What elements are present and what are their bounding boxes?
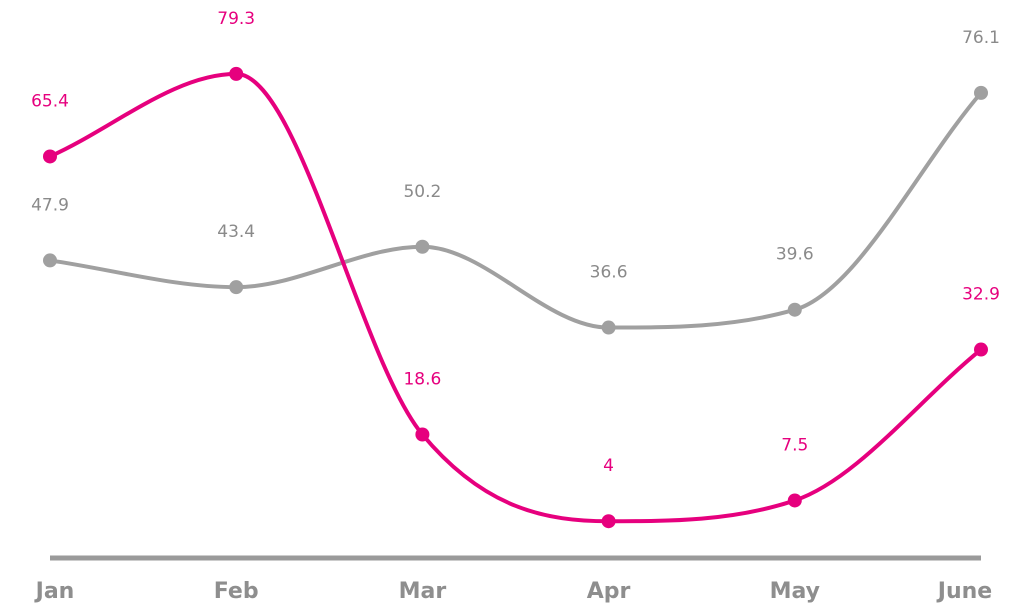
series-1-value-label: 65.4 [31,91,69,111]
series-2-value-label: 36.6 [590,263,628,283]
series-1-point-apr[interactable] [602,514,616,528]
series-2-line [50,93,981,328]
series-1-point-mar[interactable] [415,427,429,441]
series-2-value-label: 39.6 [776,245,814,265]
series-2-point-jan[interactable] [43,253,57,267]
series-2-value-label: 43.4 [217,222,255,242]
series-1-line [50,74,981,521]
series-2-point-mar[interactable] [415,240,429,254]
series-1-point-feb[interactable] [229,67,243,81]
series-2-value-label: 47.9 [31,195,69,215]
series-1-point-may[interactable] [788,493,802,507]
x-tick-feb: Feb [214,579,259,604]
x-tick-jan: Jan [34,579,75,604]
x-tick-may: May [770,579,820,604]
x-tick-layer: Jan Feb Mar Apr May June [34,579,993,604]
series-2-value-label: 50.2 [403,182,441,202]
series-2-point-apr[interactable] [602,321,616,335]
series-1-point-jan[interactable] [43,149,57,163]
x-tick-june: June [936,579,992,604]
series-2-point-june[interactable] [974,86,988,100]
x-tick-apr: Apr [587,579,631,604]
series-layer [43,67,988,528]
x-tick-mar: Mar [399,579,447,604]
series-2-point-feb[interactable] [229,280,243,294]
series-2-value-label: 76.1 [962,28,1000,48]
series-2-point-may[interactable] [788,303,802,317]
series-1-point-june[interactable] [974,343,988,357]
series-1-value-label: 18.6 [403,369,441,389]
data-label-layer: 47.9 43.4 50.2 36.6 39.6 76.1 65.4 79.3 18.6 4 7.5… [31,9,1000,476]
series-1-value-label: 7.5 [781,435,808,455]
series-1-value-label: 4 [603,456,614,476]
series-1-value-label: 32.9 [962,285,1000,305]
series-1-value-label: 79.3 [217,9,255,29]
